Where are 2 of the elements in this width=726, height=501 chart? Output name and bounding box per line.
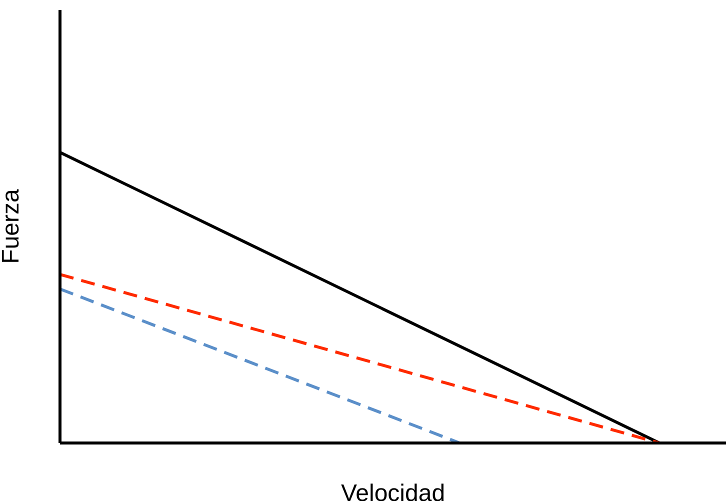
y-axis-title: Fuerza [0,188,25,264]
x-axis-title: Velocidad [340,480,446,501]
